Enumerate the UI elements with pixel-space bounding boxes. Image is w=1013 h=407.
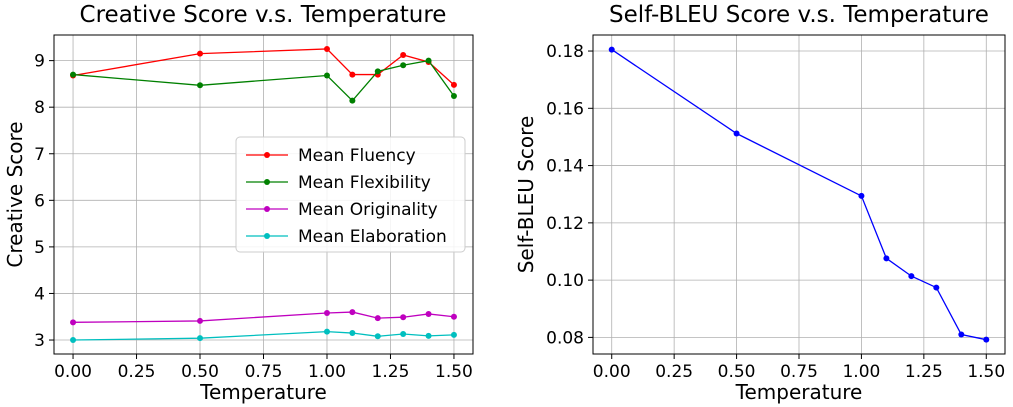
y-tick-label: 3 bbox=[34, 331, 45, 351]
data-point bbox=[70, 71, 77, 78]
data-point bbox=[349, 97, 356, 104]
y-axis-label: Creative Score bbox=[3, 121, 27, 267]
x-tick-label: 1.50 bbox=[967, 362, 1005, 382]
y-tick-label: 0.08 bbox=[546, 328, 584, 348]
y-axis-label: Self-BLEU Score bbox=[514, 116, 538, 274]
y-tick-label: 0.16 bbox=[546, 99, 584, 119]
data-point bbox=[70, 337, 77, 344]
data-point bbox=[400, 62, 407, 69]
data-point bbox=[858, 192, 865, 199]
y-tick-label: 4 bbox=[34, 284, 45, 304]
data-point bbox=[450, 93, 457, 100]
legend-label: Mean Originality bbox=[298, 200, 438, 220]
data-point bbox=[197, 335, 204, 342]
data-point bbox=[323, 328, 330, 335]
data-point bbox=[425, 332, 432, 339]
y-tick-label: 8 bbox=[34, 98, 45, 118]
legend-box bbox=[235, 136, 466, 253]
x-tick-label: 0.00 bbox=[593, 362, 631, 382]
data-point bbox=[197, 317, 204, 324]
data-point bbox=[323, 45, 330, 52]
data-point bbox=[450, 81, 457, 88]
data-point bbox=[933, 284, 940, 291]
data-point bbox=[323, 310, 330, 317]
creative-score-chart: 0.00 0.25 0.50 0.75 1.00 1.25 1.50 3 4 5 6 7 8 9 Creat… bbox=[3, 2, 474, 404]
x-tick-label: 0.50 bbox=[181, 362, 219, 382]
chart-title: Creative Score v.s. Temperature bbox=[80, 2, 447, 28]
plot-frame bbox=[592, 34, 1006, 355]
y-tick-label: 0.14 bbox=[546, 157, 584, 177]
legend-marker bbox=[264, 179, 270, 185]
y-tick-label: 0.18 bbox=[546, 42, 584, 62]
data-point bbox=[349, 330, 356, 337]
legend: Mean Fluency Mean Flexibility Mean Origina… bbox=[235, 136, 466, 253]
x-tick-label: 1.50 bbox=[435, 362, 473, 382]
y-tick-label: 6 bbox=[34, 191, 45, 211]
data-point bbox=[400, 52, 407, 59]
legend-marker bbox=[264, 206, 270, 212]
data-point bbox=[450, 331, 457, 338]
legend-label: Mean Fluency bbox=[298, 146, 416, 166]
data-point bbox=[70, 319, 77, 326]
series-line bbox=[611, 49, 987, 341]
y-tick-label: 5 bbox=[34, 238, 45, 258]
legend-label: Mean Flexibility bbox=[298, 173, 431, 193]
data-point bbox=[349, 309, 356, 316]
data-point bbox=[197, 50, 204, 57]
data-point bbox=[400, 314, 407, 321]
x-tick-label: 1.25 bbox=[372, 362, 410, 382]
series-line bbox=[72, 59, 455, 102]
legend-marker bbox=[264, 152, 270, 158]
data-point bbox=[908, 273, 915, 280]
data-point bbox=[374, 315, 381, 322]
x-axis-label: Temperature bbox=[735, 380, 863, 404]
plot-frame bbox=[53, 34, 474, 355]
data-point bbox=[374, 333, 381, 340]
data-point bbox=[197, 82, 204, 89]
y-tick-label: 7 bbox=[34, 145, 45, 165]
data-point bbox=[733, 130, 740, 137]
data-point bbox=[323, 72, 330, 79]
x-tick-label: 1.00 bbox=[308, 362, 346, 382]
x-tick-label: 0.75 bbox=[780, 362, 818, 382]
x-tick-label: 0.75 bbox=[245, 362, 283, 382]
x-tick-label: 0.25 bbox=[655, 362, 693, 382]
self-bleu-chart: 0.00 0.25 0.50 0.75 1.00 1.25 1.50 0.08 0.10 0.12… bbox=[514, 2, 1006, 404]
data-point bbox=[400, 330, 407, 337]
y-tick-label: 0.12 bbox=[546, 214, 584, 234]
y-tick-label: 0.10 bbox=[546, 271, 584, 291]
x-tick-label: 1.25 bbox=[905, 362, 943, 382]
legend-marker bbox=[264, 233, 270, 239]
legend-label: Mean Elaboration bbox=[298, 227, 447, 247]
series-line bbox=[73, 330, 454, 341]
data-point bbox=[608, 46, 615, 53]
data-point bbox=[450, 313, 457, 320]
data-point bbox=[425, 310, 432, 317]
data-point bbox=[374, 68, 381, 75]
x-tick-label: 0.00 bbox=[54, 362, 92, 382]
data-point bbox=[983, 336, 990, 343]
x-axis-label: Temperature bbox=[199, 380, 327, 404]
chart-title: Self-BLEU Score v.s. Temperature bbox=[609, 2, 989, 28]
data-point bbox=[425, 57, 432, 64]
series-line bbox=[73, 311, 455, 323]
data-point bbox=[883, 255, 890, 262]
x-tick-label: 0.50 bbox=[718, 362, 756, 382]
x-tick-label: 1.00 bbox=[842, 362, 880, 382]
data-point bbox=[349, 71, 356, 78]
x-tick-label: 0.25 bbox=[118, 362, 156, 382]
data-point bbox=[958, 331, 965, 338]
y-tick-label: 9 bbox=[34, 52, 45, 72]
